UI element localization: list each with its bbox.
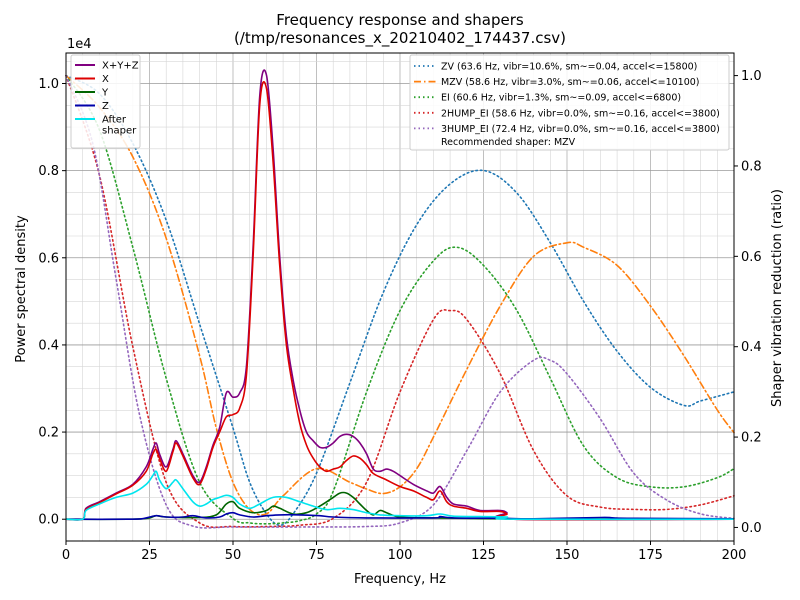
psd-line-x-y-z: [65, 69, 735, 521]
x-tick-label: 125: [471, 548, 496, 563]
chart-subtitle: (/tmp/resonances_x_20210402_174437.csv): [234, 29, 566, 48]
legend-label: 2HUMP_EI (58.6 Hz, vibr=0.0%, sm~=0.16, …: [441, 108, 720, 119]
x-tick-label: 150: [555, 548, 580, 563]
legend-label: EI (60.6 Hz, vibr=1.3%, sm~=0.09, accel<…: [441, 93, 681, 104]
y-right-axis-title: Shaper vibration reduction (ratio): [770, 189, 785, 407]
shaper-line-zv: [65, 74, 735, 527]
y-tick-label: 0.0: [38, 513, 59, 528]
x-tick-label: 175: [638, 548, 663, 563]
legend-label: Z: [102, 101, 109, 112]
x-tick-label: 25: [141, 548, 158, 563]
chart-title: Frequency response and shapers: [276, 11, 524, 29]
legend-label: ZV (63.6 Hz, vibr=10.6%, sm~=0.04, accel…: [441, 62, 697, 73]
legend-label: MZV (58.6 Hz, vibr=3.0%, sm~=0.06, accel…: [441, 77, 700, 88]
x-tick-label: 200: [722, 548, 747, 563]
legend-note: Recommended shaper: MZV: [441, 137, 576, 148]
legend-shapers: Recommended shaper: MZV ZV (63.6 Hz, vib…: [409, 54, 730, 151]
x-tick-label: 50: [225, 548, 242, 563]
y-tick-label: 1.0: [38, 77, 59, 92]
y-right-tick-label: 0.4: [741, 340, 762, 355]
x-axis-title: Frequency, Hz: [354, 572, 446, 587]
psd-line-x: [65, 80, 735, 521]
psd-line-after: [65, 470, 735, 521]
x-tick-label: 75: [308, 548, 325, 563]
psd-lines: [65, 69, 735, 521]
y-right-tick-label: 0.0: [741, 521, 762, 536]
legend-label: X+Y+Z: [102, 61, 139, 72]
legend-label: After: [102, 115, 127, 126]
legend-label: X: [102, 74, 109, 85]
x-tick-label: 100: [388, 548, 413, 563]
ticks: 0 25 50 75 100 125 150 175 200 0.0 0.2 0.4 0.6 0.8 1.0…: [38, 69, 761, 563]
grid: [65, 53, 735, 542]
x-tick-label: 0: [62, 548, 70, 563]
shaper-line-mzv: [65, 74, 735, 516]
y-exponent-label: 1e4: [67, 37, 92, 52]
shaper-line-ei: [65, 74, 735, 525]
legend-label: Y: [101, 88, 109, 99]
legend-label: shaper: [102, 126, 137, 137]
y-right-tick-label: 0.2: [741, 431, 762, 446]
y-right-tick-label: 1.0: [741, 69, 762, 84]
y-right-tick-label: 0.6: [741, 250, 762, 265]
y-axis-title: Power spectral density: [14, 215, 29, 363]
y-tick-label: 0.8: [38, 164, 59, 179]
y-right-tick-label: 0.8: [741, 159, 762, 174]
y-tick-label: 0.4: [38, 338, 59, 353]
y-tick-label: 0.2: [38, 426, 59, 441]
y-tick-label: 0.6: [38, 251, 59, 266]
legend-label: 3HUMP_EI (72.4 Hz, vibr=0.0%, sm~=0.16, …: [441, 124, 720, 135]
shaper-line-2hump-ei: [65, 74, 735, 529]
